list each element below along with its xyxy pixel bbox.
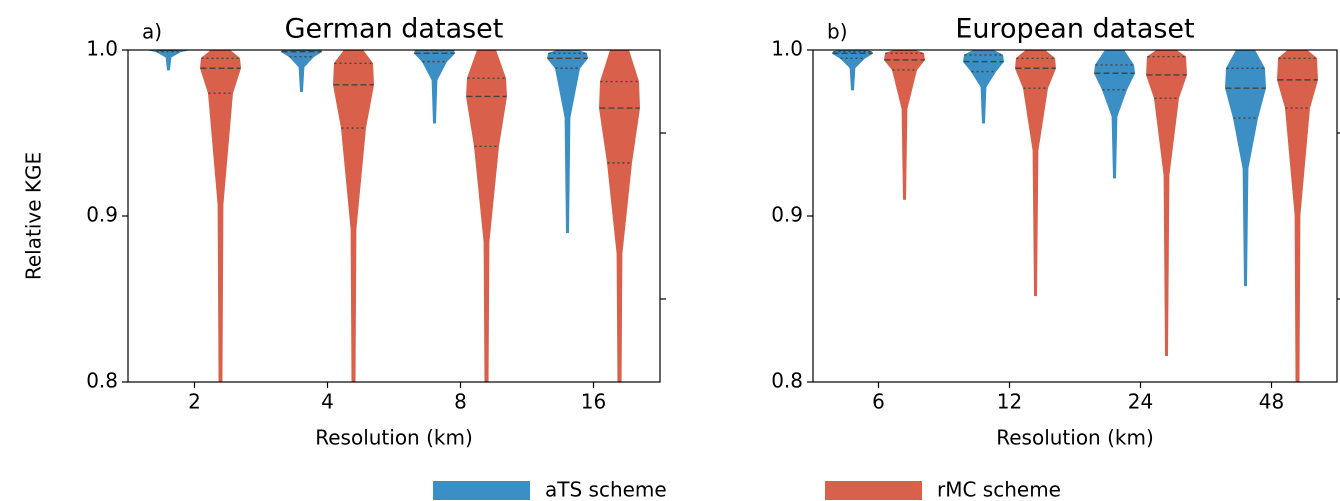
y-tick-label: 0.8 <box>771 369 803 393</box>
legend-label: aTS scheme <box>545 478 667 501</box>
panel-label: a) <box>142 20 162 44</box>
x-tick-label: 24 <box>1128 390 1153 414</box>
violin <box>832 50 873 91</box>
x-axis-label: Resolution (km) <box>996 426 1154 450</box>
x-tick-label: 2 <box>188 390 201 414</box>
x-tick-label: 48 <box>1259 390 1284 414</box>
x-tick-label: 6 <box>872 390 885 414</box>
x-axis-label: Resolution (km) <box>315 426 473 450</box>
x-tick-label: 12 <box>997 390 1022 414</box>
chart-title: German dataset <box>285 14 504 45</box>
violin <box>547 50 588 234</box>
violin <box>200 50 241 382</box>
axes-frame <box>812 49 1338 383</box>
panel-label: b) <box>827 20 848 44</box>
y-tick-label: 1.0 <box>771 37 803 61</box>
y-tick-label: 1.0 <box>86 37 118 61</box>
violin <box>1015 50 1056 297</box>
plot-area <box>148 50 640 382</box>
y-axis-label: Relative KGE <box>22 152 46 280</box>
y-tick-label: 0.9 <box>86 203 118 227</box>
legend-swatch <box>433 481 530 500</box>
violin <box>148 50 189 71</box>
axes-frame <box>127 49 661 383</box>
legend-swatch <box>825 481 922 500</box>
violin <box>466 50 507 382</box>
x-tick-label: 16 <box>581 390 606 414</box>
x-tick-label: 4 <box>321 390 334 414</box>
y-tick-label: 0.9 <box>771 203 803 227</box>
legend-label: rMC scheme <box>937 478 1061 501</box>
plot-area <box>832 50 1318 382</box>
violin <box>884 50 925 200</box>
violin <box>1225 50 1266 287</box>
chart-title: European dataset <box>955 14 1194 45</box>
violin <box>333 50 374 382</box>
violin <box>1146 50 1187 356</box>
violin <box>1094 50 1135 179</box>
y-tick-label: 0.8 <box>86 369 118 393</box>
x-tick-label: 8 <box>454 390 467 414</box>
